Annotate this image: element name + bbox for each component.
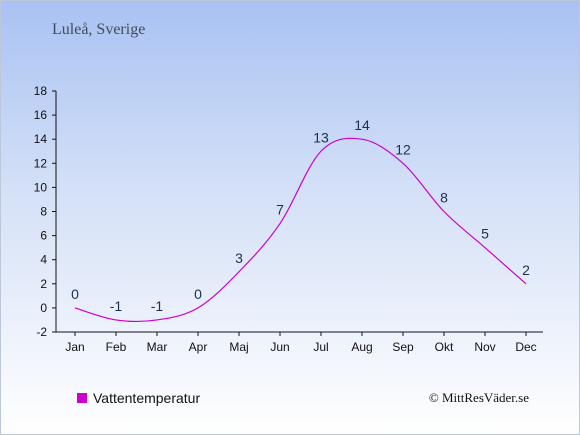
x-tick-label: Mar xyxy=(147,340,168,354)
data-label: -1 xyxy=(110,298,123,314)
y-tick-label: 0 xyxy=(40,301,47,315)
x-tick-label: Dec xyxy=(515,340,536,354)
x-tick-label: Jun xyxy=(270,340,289,354)
y-tick-label: 18 xyxy=(34,84,48,98)
x-tick-label: Jan xyxy=(65,340,84,354)
data-label: -1 xyxy=(151,298,164,314)
data-label: 2 xyxy=(522,262,530,278)
copyright-text: © MittResVäder.se xyxy=(428,390,529,405)
data-label: 12 xyxy=(395,141,411,157)
y-tick-label: 4 xyxy=(40,253,47,267)
y-tick-label: 6 xyxy=(40,229,47,243)
data-label: 14 xyxy=(354,117,370,133)
data-label: 0 xyxy=(71,286,79,302)
y-tick-label: 12 xyxy=(34,156,48,170)
data-labels: 0 -1 -1 0 3 7 13 14 12 8 5 2 xyxy=(71,117,530,314)
x-tick-label: Maj xyxy=(229,340,248,354)
y-tick-label: 2 xyxy=(40,277,47,291)
chart-location-title: Luleå, Sverige xyxy=(52,21,146,38)
legend-swatch xyxy=(77,393,87,403)
data-label: 5 xyxy=(481,226,489,242)
x-tick-label: Okt xyxy=(435,340,454,354)
x-tick-label: Apr xyxy=(189,340,208,354)
y-tick-label: -2 xyxy=(36,325,47,339)
chart-legend: Vattentemperatur xyxy=(77,390,200,406)
data-label: 0 xyxy=(194,286,202,302)
y-tick-label: 14 xyxy=(34,132,48,146)
y-axis-ticks: -2 0 2 4 6 8 10 12 14 16 18 xyxy=(34,84,56,339)
y-tick-label: 10 xyxy=(34,180,48,194)
y-tick-label: 8 xyxy=(40,205,47,219)
data-label: 8 xyxy=(440,190,448,206)
x-axis-ticks: Jan Feb Mar Apr Maj Jun Jul Aug Sep Okt Nov Dec xyxy=(65,332,537,354)
x-tick-label: Nov xyxy=(474,340,495,354)
x-tick-label: Sep xyxy=(392,340,414,354)
data-label: 7 xyxy=(276,202,284,218)
data-label: 13 xyxy=(313,129,329,145)
y-tick-label: 16 xyxy=(34,108,48,122)
x-tick-label: Aug xyxy=(351,340,372,354)
x-tick-label: Jul xyxy=(313,340,328,354)
x-tick-label: Feb xyxy=(106,340,127,354)
legend-label: Vattentemperatur xyxy=(93,390,201,406)
data-label: 3 xyxy=(235,250,243,266)
water-temperature-line xyxy=(74,137,527,323)
